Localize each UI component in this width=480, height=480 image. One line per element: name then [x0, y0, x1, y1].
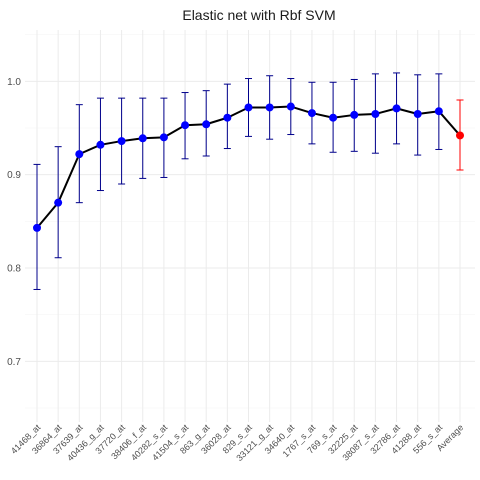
data-point — [223, 113, 232, 122]
x-tick-labels: 41468_at36864_at37639_at40436_g_at37720_… — [9, 422, 466, 463]
data-point — [75, 150, 84, 159]
chart-title: Elastic net with Rbf SVM — [182, 7, 335, 23]
y-tick-label: 1.0 — [7, 77, 21, 88]
data-point — [202, 120, 211, 129]
y-tick-labels: 0.7 0.8 0.9 1.0 — [7, 77, 21, 368]
data-point — [371, 110, 380, 118]
y-tick-label: 0.8 — [7, 264, 21, 275]
data-point — [329, 113, 338, 122]
data-point — [350, 110, 359, 119]
data-point — [96, 140, 105, 149]
data-point — [181, 121, 190, 130]
data-point — [265, 103, 274, 112]
data-point — [117, 137, 126, 146]
data-point — [392, 104, 401, 113]
data-point — [307, 109, 316, 118]
data-points — [33, 102, 464, 232]
data-point — [159, 133, 168, 142]
y-tick-label: 0.9 — [7, 170, 21, 181]
data-point — [138, 134, 147, 143]
data-point — [33, 223, 41, 232]
average-point — [456, 131, 464, 140]
data-point — [286, 102, 295, 111]
data-point — [434, 107, 443, 116]
y-tick-label: 0.7 — [7, 357, 21, 368]
data-point — [413, 110, 422, 118]
grid — [25, 30, 475, 422]
data-point — [244, 103, 253, 112]
data-point — [54, 198, 63, 207]
